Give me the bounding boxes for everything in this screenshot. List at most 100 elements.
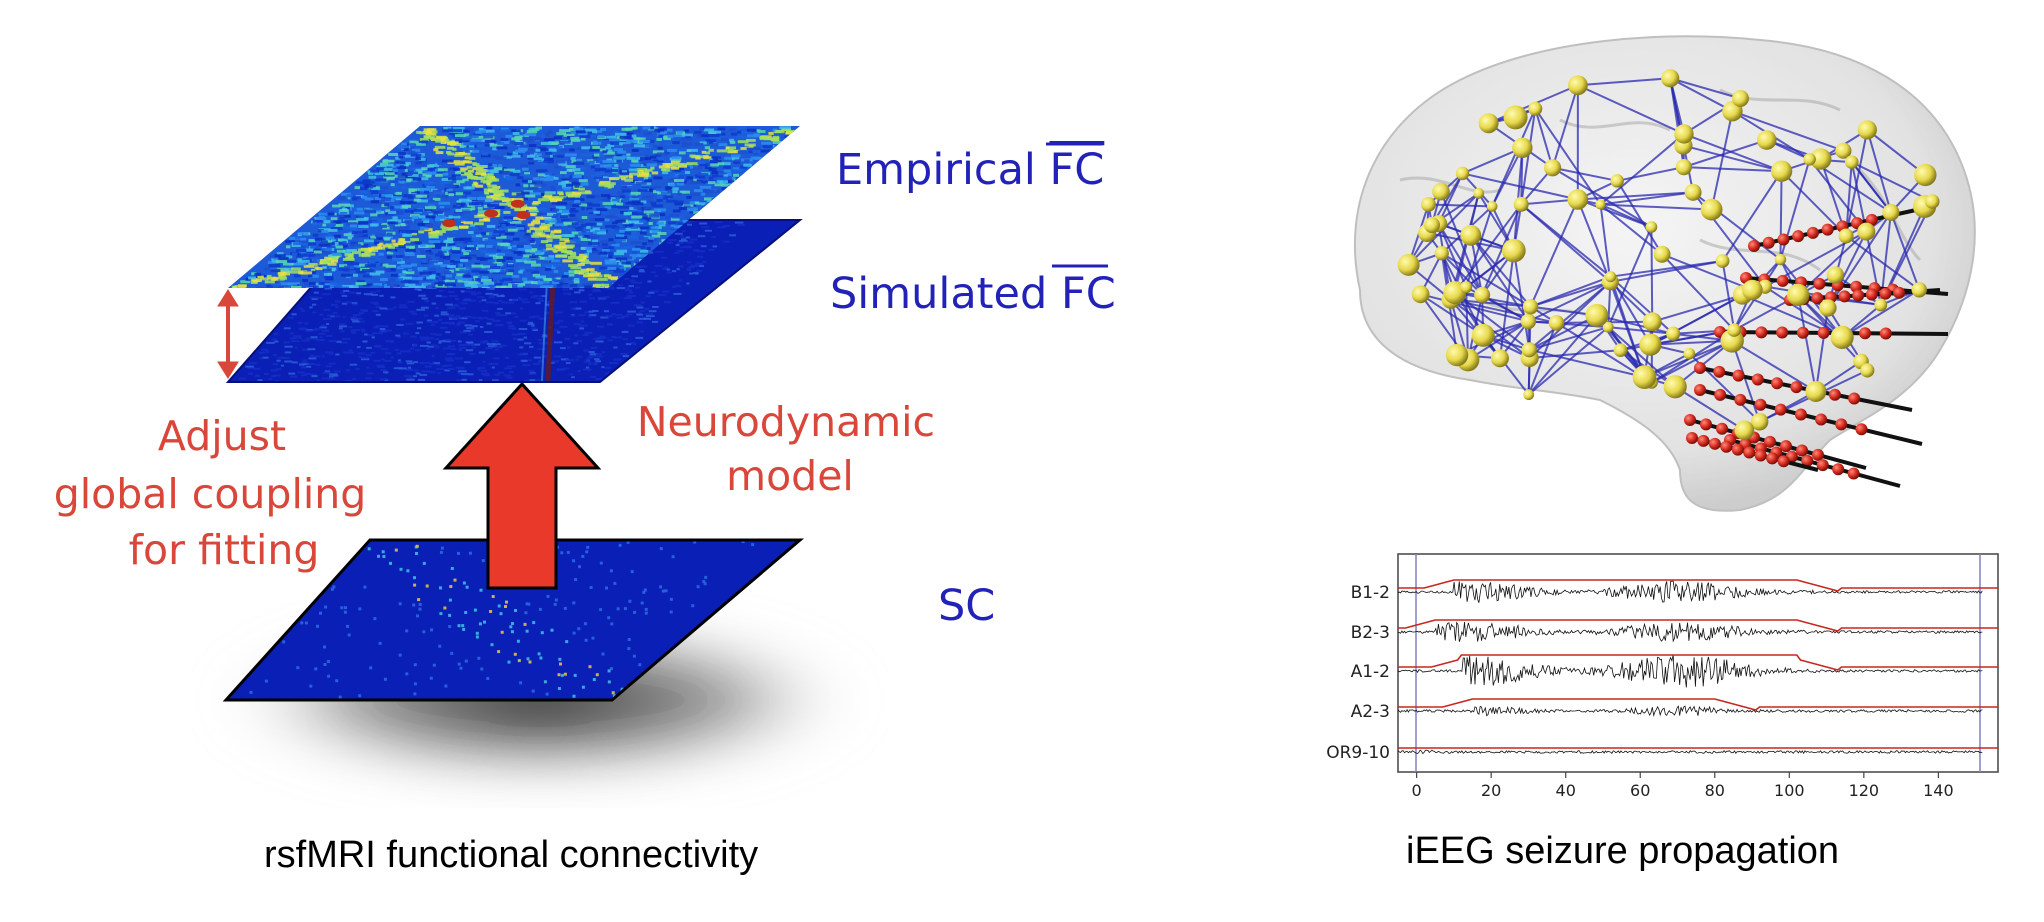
fc-cell [464, 156, 472, 160]
fc-cell [335, 245, 344, 249]
fc-cell [629, 207, 638, 211]
network-edge [1551, 84, 1579, 169]
fc-cell [604, 206, 612, 210]
fc-cell [538, 280, 550, 284]
fc-cell [736, 135, 747, 139]
fc-cell [473, 182, 479, 186]
fc-cell [704, 204, 711, 208]
fc-cell [528, 209, 539, 212]
fc-cell [396, 161, 406, 165]
fc-cell [779, 138, 786, 142]
electrode-contact [1764, 435, 1776, 448]
fc-cell [549, 266, 560, 269]
fc-cell [661, 267, 670, 270]
fc-cell [584, 252, 590, 256]
fc-cell [555, 245, 567, 249]
electrode-contact [1700, 418, 1712, 431]
fc-cell [303, 282, 309, 286]
fc-cell [532, 379, 541, 382]
sc-cell [249, 690, 253, 694]
fc-cell [410, 263, 418, 267]
fc-cell [634, 221, 644, 225]
fc-cell [258, 351, 266, 354]
fc-cell [471, 207, 476, 211]
fc-cell [522, 364, 531, 367]
fc-cell [654, 208, 666, 212]
fc-cell [697, 202, 708, 206]
fc-cell [552, 201, 558, 205]
fc-cell [637, 311, 641, 314]
sc-cell [532, 621, 536, 625]
ieeg-trace [1397, 654, 1983, 688]
fc-cell [690, 264, 700, 267]
fc-cell [486, 257, 493, 261]
fc-cell [302, 279, 308, 282]
x-tick-label: 0 [1412, 781, 1422, 800]
fc-cell [555, 311, 564, 314]
fc-cell [339, 214, 351, 218]
fc-cell [411, 313, 417, 315]
fc-cell [623, 256, 632, 260]
network-node [1830, 325, 1854, 349]
fc-cell [572, 278, 580, 281]
fc-cell [501, 301, 510, 304]
fc-cell [416, 308, 426, 311]
x-tick-label: 60 [1630, 781, 1650, 800]
fc-cell [394, 181, 399, 185]
fc-cell [478, 127, 486, 131]
network-node [1684, 183, 1702, 201]
fc-cell [598, 355, 603, 358]
fc-cell [478, 129, 488, 133]
fc-cell [415, 372, 421, 375]
fc-cell [396, 352, 402, 355]
fc-cell [389, 226, 400, 230]
fc-cell [277, 356, 285, 359]
fc-cell [527, 323, 535, 326]
fc-cell [572, 175, 582, 179]
fc-cell [601, 351, 605, 354]
fc-cell [467, 197, 477, 200]
fc-cell [324, 370, 331, 373]
fc-cell [530, 296, 537, 299]
fc-cell [500, 138, 508, 141]
fc-cell [410, 143, 415, 147]
fc-cell [678, 239, 688, 242]
fc-cell [462, 290, 471, 293]
fc-cell [521, 301, 530, 304]
fc-cell [612, 218, 619, 222]
electrode-contact [1697, 434, 1710, 447]
fc-cell [640, 200, 647, 204]
fc-cell [496, 259, 506, 262]
fc-cell [271, 338, 278, 341]
fc-cell [613, 346, 618, 349]
fc-cell [523, 336, 528, 339]
fc-cell [431, 273, 437, 277]
fc-cell [443, 252, 449, 256]
fc-cell [433, 321, 439, 324]
fc-cell [519, 346, 524, 349]
fc-cell [369, 272, 381, 276]
fc-cell [345, 301, 352, 304]
fc-cell [494, 346, 503, 349]
fc-cell [606, 287, 616, 290]
fc-cell [680, 234, 684, 237]
fc-cell [528, 359, 532, 362]
sc-cell [566, 550, 570, 554]
fc-cell [580, 191, 592, 195]
fc-cell [561, 218, 573, 222]
fc-cell [571, 376, 575, 379]
fc-cell [737, 126, 747, 130]
fc-cell [746, 150, 758, 154]
fc-cell [563, 133, 575, 137]
fc-cell [694, 212, 705, 216]
fc-cell [308, 272, 319, 276]
fc-hotspot [516, 211, 531, 220]
network-edge [1577, 77, 1671, 87]
fc-cell [590, 261, 602, 265]
fc-cell [441, 159, 454, 163]
sc-cell [524, 611, 528, 615]
sc-cell [513, 652, 517, 656]
fc-cell [247, 367, 255, 370]
fc-cell [515, 259, 527, 263]
fc-cell [536, 181, 542, 185]
